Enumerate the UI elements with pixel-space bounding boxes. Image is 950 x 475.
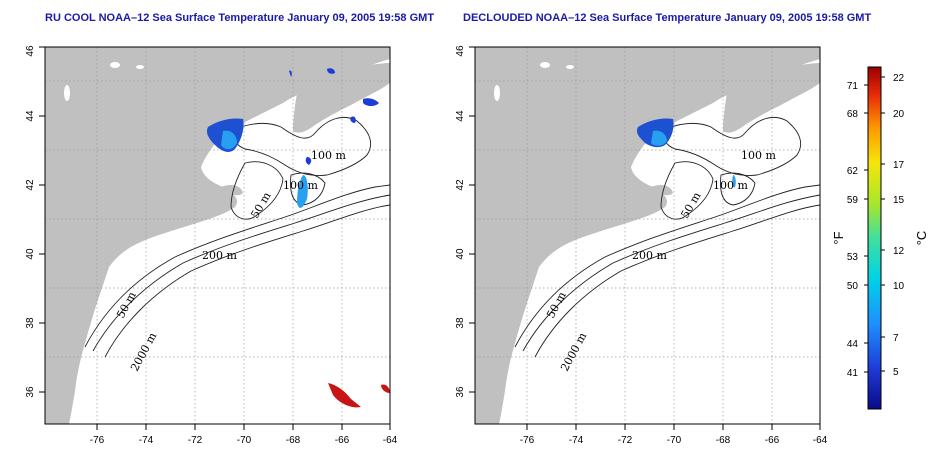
left-x-axis: -76 -74 -72 -70 -68 -66 -64 <box>90 424 398 446</box>
c-tick-label: 10 <box>893 281 905 292</box>
f-tick-label: 53 <box>847 252 859 263</box>
left-map-frame <box>44 46 391 425</box>
c-tick-label: 5 <box>893 367 899 378</box>
y-tick-label: 36 <box>455 386 466 398</box>
y-tick-label: 46 <box>25 45 36 57</box>
contour-label: 200 m <box>632 249 667 262</box>
contour-label: 100 m <box>713 179 748 192</box>
f-tick-label: 59 <box>847 195 859 206</box>
f-tick-label: 71 <box>847 81 859 92</box>
right-x-axis: -76 -74 -72 -70 -68 -66 -64 <box>520 424 828 446</box>
right-map-title: DECLOUDED NOAA–12 Sea Surface Temperatur… <box>463 12 872 24</box>
right-y-axis: 36 38 40 42 44 46 <box>455 45 475 398</box>
colorbar-c-ticks: 22 20 17 15 12 10 7 5 °C <box>881 73 929 378</box>
y-tick-label: 46 <box>455 45 466 57</box>
contour-label: 100 m <box>283 179 318 192</box>
y-tick-label: 38 <box>25 317 36 329</box>
x-tick-label: -76 <box>520 435 535 446</box>
right-map-frame <box>474 46 821 425</box>
f-tick-label: 62 <box>847 166 859 177</box>
y-tick-label: 42 <box>455 179 466 191</box>
c-tick-label: 17 <box>893 160 905 171</box>
x-tick-label: -72 <box>188 435 203 446</box>
y-tick-label: 40 <box>25 248 36 260</box>
x-tick-label: -72 <box>618 435 633 446</box>
contour-label: 100 m <box>741 149 776 162</box>
left-map-panel: 100 m 100 m 50 m 200 m 50 m 2000 m -76 -… <box>25 45 398 446</box>
left-y-axis: 36 38 40 42 44 46 <box>25 45 45 398</box>
y-tick-label: 40 <box>455 248 466 260</box>
y-tick-label: 36 <box>25 386 36 398</box>
f-tick-label: 50 <box>847 281 859 292</box>
left-sst-patches <box>206 68 390 408</box>
y-tick-label: 44 <box>455 110 466 122</box>
f-tick-label: 41 <box>847 368 859 379</box>
x-tick-label: -70 <box>237 435 252 446</box>
x-tick-label: -70 <box>667 435 682 446</box>
x-tick-label: -66 <box>335 435 350 446</box>
contour-label: 200 m <box>202 249 237 262</box>
x-tick-label: -68 <box>716 435 731 446</box>
c-tick-label: 12 <box>893 246 905 257</box>
x-tick-label: -64 <box>383 435 398 446</box>
right-map-panel: 100 m 100 m 50 m 200 m 50 m 2000 m -76 -… <box>455 45 828 446</box>
c-tick-label: 22 <box>893 73 905 84</box>
f-tick-label: 44 <box>847 339 859 350</box>
contour-label: 100 m <box>311 149 346 162</box>
y-tick-label: 38 <box>455 317 466 329</box>
y-tick-label: 44 <box>25 110 36 122</box>
colorbar: 71 68 62 59 53 50 44 41 °F 22 20 17 15 1… <box>831 66 929 410</box>
x-tick-label: -68 <box>286 435 301 446</box>
right-sst-patches <box>636 118 736 188</box>
x-tick-label: -66 <box>765 435 780 446</box>
c-tick-label: 15 <box>893 195 905 206</box>
c-tick-label: 7 <box>893 333 899 344</box>
colorbar-f-ticks: 71 68 62 59 53 50 44 41 °F <box>831 81 868 379</box>
f-tick-label: 68 <box>847 109 859 120</box>
c-tick-label: 20 <box>893 109 905 120</box>
x-tick-label: -64 <box>813 435 828 446</box>
x-tick-label: -74 <box>139 435 154 446</box>
celsius-label: °C <box>914 231 929 246</box>
x-tick-label: -76 <box>90 435 105 446</box>
fahrenheit-label: °F <box>831 231 846 244</box>
left-map-title: RU COOL NOAA–12 Sea Surface Temperature … <box>45 12 435 24</box>
y-tick-label: 42 <box>25 179 36 191</box>
x-tick-label: -74 <box>569 435 584 446</box>
colorbar-gradient <box>867 66 882 410</box>
